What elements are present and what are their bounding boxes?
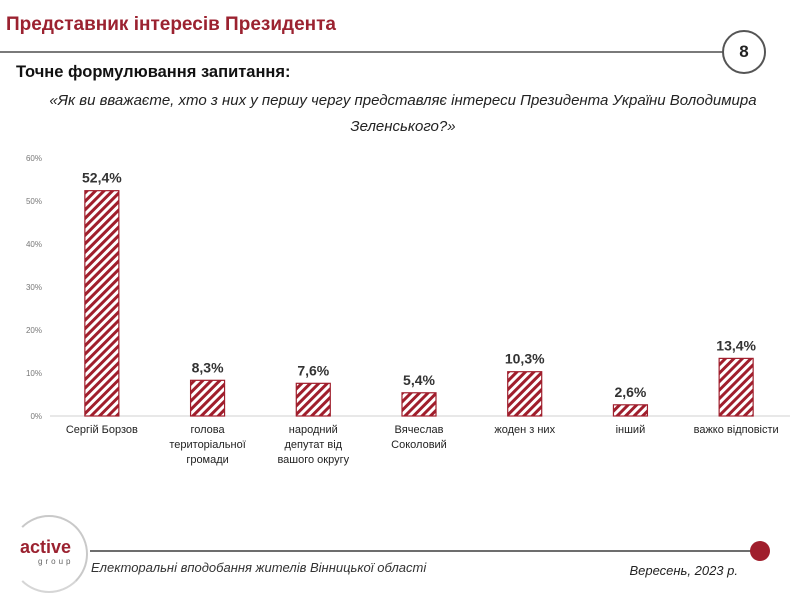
category-label: важко відповісти — [694, 424, 779, 436]
y-tick-label: 50% — [26, 197, 42, 206]
logo-wordmark: active — [20, 537, 72, 557]
logo-circle — [10, 515, 88, 593]
y-tick-label: 20% — [26, 326, 42, 335]
footer-divider — [90, 550, 762, 552]
footer-dot — [750, 541, 770, 561]
question-label: Точне формулювання запитання: — [16, 63, 291, 81]
bar — [401, 392, 437, 417]
page-number-badge: 8 — [722, 30, 766, 74]
y-tick-label: 40% — [26, 240, 42, 249]
y-tick-label: 30% — [26, 283, 42, 292]
data-label: 7,6% — [297, 362, 329, 378]
y-tick-label: 0% — [30, 412, 42, 421]
bar — [612, 404, 649, 417]
data-label: 13,4% — [716, 337, 756, 353]
footer-date: Вересень, 2023 р. — [629, 563, 738, 578]
header-divider — [0, 51, 728, 53]
data-label: 5,4% — [403, 372, 435, 388]
bar-chart: 0% 10% 20% 30% 40% 50% 60% 52,4% Сергій Борзов 8… — [26, 154, 790, 466]
category-label: народний депутат від вашого округу — [277, 424, 349, 466]
data-label: 52,4% — [82, 170, 122, 186]
data-label: 2,6% — [614, 384, 646, 400]
question-text: «Як ви вважаєте, хто з них у першу чергу… — [49, 92, 757, 135]
logo-subtext: group — [38, 557, 74, 566]
footer-caption: Електоральні вподобання жителів Вінницьк… — [91, 560, 427, 575]
category-label: голова територіальної громади — [169, 424, 245, 466]
y-tick-label: 10% — [26, 369, 42, 378]
bar — [84, 190, 120, 417]
bar — [718, 357, 754, 417]
y-tick-label: 60% — [26, 154, 42, 163]
bar — [189, 379, 226, 417]
category-label: Вячеслав Соколовий — [391, 424, 447, 451]
category-label: інший — [616, 424, 646, 436]
data-label: 8,3% — [192, 359, 224, 375]
bar — [507, 371, 543, 417]
category-label: жоден з них — [494, 424, 555, 436]
slide-title: Представник інтересів Президента — [6, 14, 336, 35]
category-label: Сергій Борзов — [66, 424, 138, 436]
data-label: 10,3% — [505, 351, 545, 367]
bar — [295, 382, 331, 417]
